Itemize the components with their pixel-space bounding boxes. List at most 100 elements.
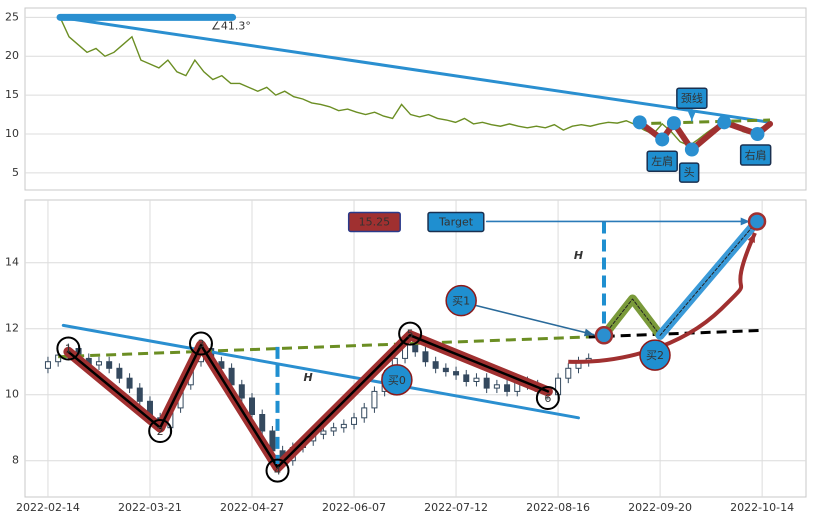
label-box: 15.25 [347,211,401,233]
arrow-head [583,328,594,337]
candle-body [238,384,245,399]
candle-body [106,361,113,369]
arrow-head [740,217,750,226]
arrow-head [687,111,696,121]
candle-body [473,377,480,383]
label-box: 右肩 [739,144,772,166]
candle-body [126,377,133,389]
y-tick-label: 5 [12,166,19,179]
candle-body [483,377,490,389]
label-box-bg [347,211,401,233]
neckline [58,335,589,359]
candle-body [249,397,256,415]
pattern-point [56,336,81,361]
height-label: H [304,371,313,384]
label-box: Target [427,211,485,233]
buy-marker [381,364,413,396]
candle-body [565,367,572,379]
pattern-point [188,331,213,356]
pattern-dot [684,142,699,157]
pattern-point [398,321,423,346]
candle-body [330,427,337,432]
x-tick-label: 2022-02-14 [16,501,80,514]
candle-body [463,374,470,382]
y-tick-label: 8 [12,454,19,467]
pattern-point-label: 4 [274,465,281,478]
target-point [594,326,614,345]
pattern-point [148,419,173,443]
label-text: Target [438,215,474,228]
pattern-point-label: 6 [544,392,551,405]
label-box: 左肩 [646,150,678,172]
candle-body [351,417,358,425]
trend-line [61,323,580,420]
y-tick-label: 10 [5,127,19,140]
height-label: H [574,249,583,262]
x-tick-label: 2022-07-12 [424,501,488,514]
candle-body [44,361,51,369]
candle-body [442,367,449,373]
trend-line [58,15,772,124]
label-text: 左肩 [651,154,673,168]
buy-marker [445,284,477,317]
label-text: 右肩 [745,148,767,162]
label-box-bg [739,144,772,166]
candle-body [320,430,327,435]
neckline [588,328,763,339]
pattern-point-label: 3 [197,338,204,351]
label-box-bg [646,150,678,172]
projection-line [603,298,661,336]
y-tick-label: 12 [5,322,19,335]
candle-body [259,414,266,432]
candle-body [422,351,429,363]
projection-line [659,220,758,336]
label-text: 15.25 [359,215,391,228]
pattern-line [67,334,550,469]
label-box-bg [427,211,485,233]
buy-label: 买2 [646,349,664,362]
x-tick-label: 2022-04-27 [220,501,284,514]
pattern-point-label: 5 [407,328,414,341]
x-tick-label: 2022-06-07 [322,501,386,514]
pattern-dot [750,127,765,141]
candle-body [116,367,123,379]
pattern-point-label: 1 [65,343,72,356]
pattern-point [265,458,290,483]
buy-label: 买0 [388,374,406,387]
y-tick-label: 25 [5,10,19,23]
candle-body [55,354,62,363]
label-text: 颈线 [681,91,703,105]
arrow-head [747,233,755,243]
label-text: 头 [684,166,695,179]
x-tick-label: 2022-09-20 [628,501,692,514]
pattern-point-label: 2 [157,425,164,438]
x-tick-label: 2022-03-21 [118,501,182,514]
pattern-dot [717,115,732,130]
y-tick-label: 20 [5,49,19,62]
angle-label: ∠41.3° [211,20,251,33]
arrow-line [475,304,595,336]
pattern-dot [655,132,670,147]
candle-body [95,361,102,366]
neckline [635,118,771,126]
y-tick-label: 15 [5,88,19,101]
buy-marker [639,339,671,371]
label-box: 头 [678,162,700,183]
candle-body [371,390,378,409]
label-box: 颈线 [676,87,708,109]
buy-label: 买1 [452,295,470,308]
candle-body [432,361,439,369]
candle-body [136,387,143,402]
candle-body [453,371,460,376]
target-curve [568,232,757,364]
candle-body [504,384,511,392]
x-tick-label: 2022-10-14 [730,501,794,514]
pattern-dot [632,115,647,130]
label-box-bg [676,87,708,109]
pattern-dot [666,116,681,131]
candle-body [361,407,368,419]
y-tick-label: 14 [5,256,19,269]
pattern-point [535,386,560,410]
